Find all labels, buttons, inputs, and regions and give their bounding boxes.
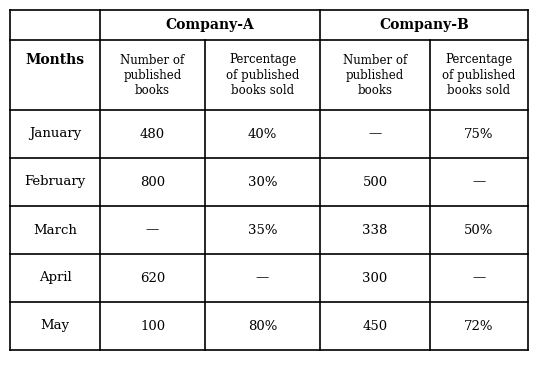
Text: 480: 480 [140,128,165,141]
Text: 338: 338 [362,224,388,237]
Text: Company-B: Company-B [379,18,469,32]
Text: —: — [472,176,486,189]
Text: March: March [33,224,77,237]
Text: May: May [40,320,69,333]
Text: Percentage
of published
books sold: Percentage of published books sold [226,54,299,96]
Text: 80%: 80% [248,320,277,333]
Text: 100: 100 [140,320,165,333]
Text: January: January [29,128,81,141]
Text: 35%: 35% [248,224,277,237]
Text: 72%: 72% [464,320,494,333]
Text: Percentage
of published
books sold: Percentage of published books sold [442,54,516,96]
Text: 500: 500 [363,176,387,189]
Text: 800: 800 [140,176,165,189]
Text: —: — [472,272,486,285]
Text: 30%: 30% [248,176,277,189]
Text: Company-A: Company-A [166,18,254,32]
Text: Number of
published
books: Number of published books [121,54,185,96]
Text: Months: Months [25,53,84,67]
Text: 40%: 40% [248,128,277,141]
Text: Number of
published
books: Number of published books [343,54,407,96]
Text: 50%: 50% [464,224,494,237]
Text: —: — [369,128,381,141]
Text: 75%: 75% [464,128,494,141]
Text: —: — [146,224,159,237]
Text: February: February [24,176,86,189]
Text: 300: 300 [363,272,387,285]
Text: 450: 450 [363,320,387,333]
Text: April: April [39,272,72,285]
Text: —: — [256,272,269,285]
Text: 620: 620 [140,272,165,285]
